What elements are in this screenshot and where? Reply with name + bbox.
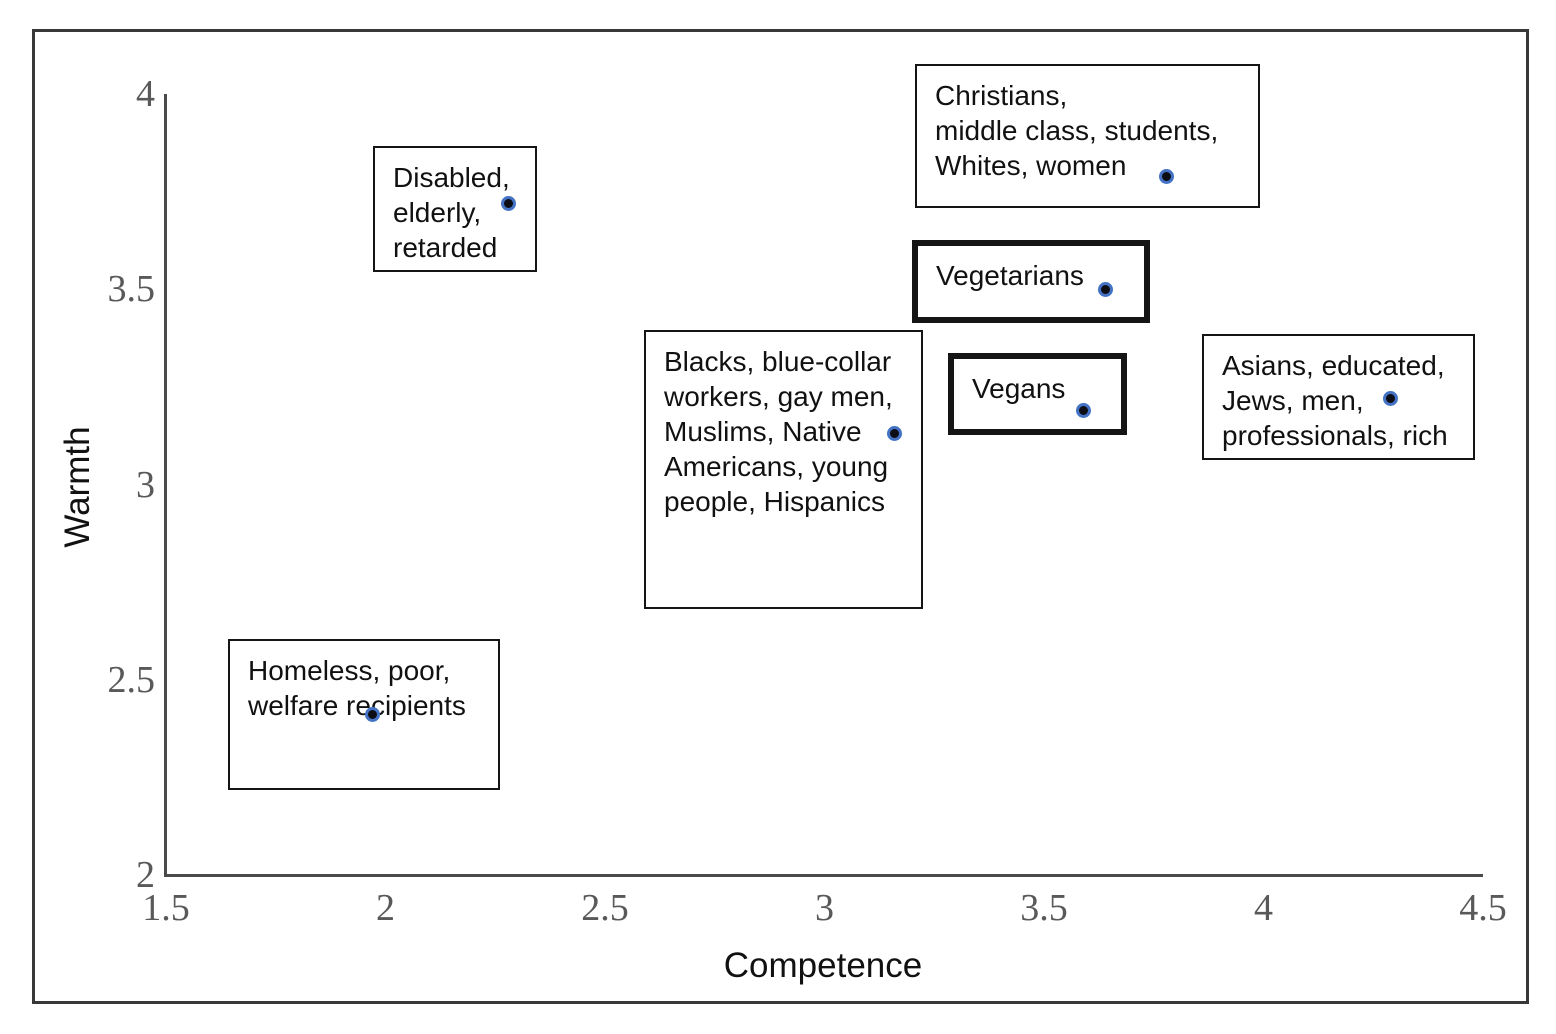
data-point-vegetarians — [1097, 281, 1113, 297]
y-tick-label-4: 4 — [136, 73, 155, 115]
y-tick-label-2: 2 — [136, 854, 155, 896]
x-tick-label-4: 4 — [1254, 887, 1273, 929]
x-tick-label-3: 3 — [815, 887, 834, 929]
group-box-christians-middleclass-students-whites-women: Christians, middle class, students, Whit… — [915, 64, 1260, 208]
data-point-asians-educated-jews-men-professionals-rich — [1383, 391, 1399, 407]
x-tick-label-1.5: 1.5 — [142, 887, 190, 929]
y-tick-label-3.5: 3.5 — [107, 268, 156, 311]
group-label-asians-educated-jews-men-professionals-rich: Asians, educated, Jews, men, professiona… — [1222, 350, 1448, 451]
group-label-christians-middleclass-students-whites-women: Christians, middle class, students, Whit… — [935, 80, 1219, 181]
y-axis-line — [164, 94, 167, 877]
x-tick-label-4.5: 4.5 — [1459, 887, 1507, 929]
data-point-christians-middleclass-students-whites-women — [1159, 168, 1175, 184]
group-label-disabled-elderly-retarded: Disabled, elderly, retarded — [393, 162, 510, 263]
data-point-blacks-bluecollar-gaymen-muslims-natives-young-hispanics — [887, 426, 903, 442]
data-point-homeless-poor-welfare — [364, 707, 380, 723]
x-axis-line — [164, 874, 1483, 877]
group-box-homeless-poor-welfare: Homeless, poor, welfare recipients — [228, 639, 500, 790]
x-tick-label-3.5: 3.5 — [1020, 887, 1068, 929]
x-tick-label-2: 2 — [376, 887, 395, 929]
y-tick-label-2.5: 2.5 — [107, 658, 156, 701]
group-label-blacks-bluecollar-gaymen-muslims-natives-young-hispanics: Blacks, blue-collar workers, gay men, Mu… — [664, 346, 893, 517]
x-axis-title: Competence — [723, 946, 923, 985]
data-point-vegans — [1076, 402, 1091, 418]
group-label-homeless-poor-welfare: Homeless, poor, welfare recipients — [248, 655, 466, 721]
group-box-vegetarians: Vegetarians — [912, 240, 1150, 323]
group-box-asians-educated-jews-men-professionals-rich: Asians, educated, Jews, men, professiona… — [1202, 334, 1475, 460]
y-tick-label-3: 3 — [136, 463, 155, 506]
group-box-vegans: Vegans — [948, 353, 1127, 435]
group-box-blacks-bluecollar-gaymen-muslims-natives-young-hispanics: Blacks, blue-collar workers, gay men, Mu… — [644, 330, 923, 609]
group-label-vegetarians: Vegetarians — [936, 260, 1084, 291]
x-tick-label-2.5: 2.5 — [581, 887, 629, 929]
group-label-vegans: Vegans — [972, 373, 1066, 404]
data-point-disabled-elderly-retarded — [500, 195, 516, 211]
